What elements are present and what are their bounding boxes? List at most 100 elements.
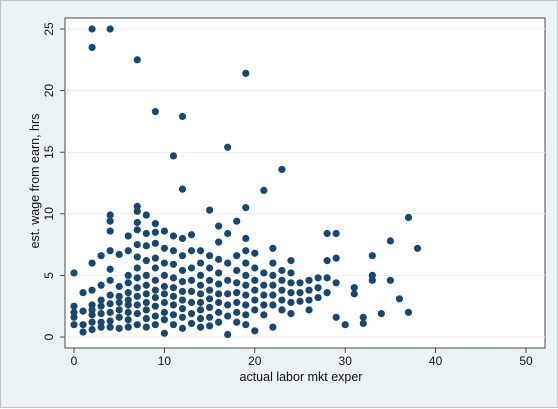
- data-point: [142, 298, 150, 307]
- data-point: [124, 301, 132, 309]
- data-point: [178, 313, 187, 321]
- data-point: [187, 287, 196, 296]
- data-point: [115, 313, 123, 321]
- y-tick-label: 20: [42, 84, 56, 98]
- data-point: [242, 321, 250, 329]
- data-point: [169, 274, 178, 282]
- data-point: [242, 301, 250, 309]
- data-point: [242, 271, 250, 279]
- data-point: [178, 277, 187, 286]
- data-point: [350, 284, 358, 292]
- data-point: [296, 297, 304, 305]
- data-point: [251, 306, 259, 314]
- data-point: [151, 264, 159, 272]
- data-point: [151, 220, 159, 228]
- data-point: [79, 328, 87, 336]
- data-point: [106, 25, 114, 33]
- data-point: [142, 281, 150, 289]
- data-point: [359, 319, 367, 328]
- y-axis-title: est. wage from earn, hrs: [28, 114, 42, 249]
- data-point: [142, 211, 150, 219]
- x-tick-label: 50: [519, 354, 533, 368]
- data-point: [106, 265, 114, 273]
- data-point: [169, 260, 178, 268]
- data-point: [196, 314, 205, 323]
- data-point: [269, 244, 277, 252]
- data-point: [169, 292, 178, 300]
- data-point: [224, 259, 232, 267]
- data-point: [142, 271, 150, 279]
- data-point: [187, 231, 196, 239]
- data-point: [215, 298, 223, 307]
- data-point: [206, 313, 214, 321]
- data-point: [323, 257, 331, 265]
- data-point: [88, 43, 96, 52]
- data-point: [341, 321, 349, 329]
- data-point: [224, 276, 232, 284]
- data-point: [377, 309, 385, 318]
- data-point: [178, 266, 187, 275]
- data-point: [178, 296, 187, 304]
- data-point: [251, 276, 259, 284]
- data-point: [151, 239, 159, 247]
- data-point: [278, 165, 286, 174]
- data-point: [97, 309, 105, 318]
- data-point: [413, 244, 422, 252]
- data-point: [124, 247, 132, 255]
- data-point: [287, 309, 295, 318]
- data-point: [106, 211, 114, 219]
- data-point: [242, 204, 250, 212]
- data-point: [97, 281, 105, 289]
- data-point: [115, 292, 123, 300]
- data-point: [368, 271, 376, 279]
- data-point: [133, 253, 141, 261]
- data-point: [386, 276, 394, 284]
- x-tick-label: 30: [339, 354, 353, 368]
- data-point: [368, 276, 376, 284]
- data-point: [242, 259, 250, 267]
- data-point: [124, 271, 132, 279]
- data-point: [160, 308, 168, 316]
- data-point: [115, 306, 123, 314]
- data-point: [151, 321, 159, 329]
- data-point: [160, 298, 168, 307]
- data-point: [142, 314, 150, 323]
- x-axis-title: actual labor mkt exper: [240, 370, 363, 384]
- data-point: [88, 25, 96, 33]
- data-point: [115, 324, 123, 332]
- data-point: [224, 290, 232, 298]
- data-point: [287, 298, 295, 307]
- data-point: [269, 301, 277, 309]
- data-point: [88, 326, 96, 334]
- data-point: [278, 296, 286, 304]
- data-point: [233, 279, 241, 287]
- data-point: [287, 257, 295, 265]
- data-point: [296, 289, 304, 297]
- data-point: [79, 289, 87, 297]
- data-point: [133, 264, 141, 272]
- data-point: [70, 269, 78, 277]
- data-point: [106, 323, 114, 331]
- data-point: [178, 252, 187, 260]
- data-point: [314, 284, 322, 292]
- data-point: [269, 271, 277, 279]
- data-point: [115, 298, 123, 307]
- data-point: [169, 232, 178, 240]
- data-point: [269, 291, 277, 299]
- data-point: [88, 301, 96, 309]
- data-point: [115, 282, 123, 291]
- data-point: [142, 290, 150, 298]
- data-point: [196, 290, 205, 298]
- data-point: [142, 323, 150, 331]
- data-point: [133, 321, 141, 329]
- data-point: [160, 259, 168, 267]
- data-point: [124, 316, 132, 324]
- data-point: [79, 321, 87, 329]
- data-point: [124, 323, 132, 331]
- data-point: [305, 276, 313, 284]
- data-point: [305, 286, 313, 294]
- data-point: [133, 218, 141, 227]
- data-point: [206, 295, 214, 303]
